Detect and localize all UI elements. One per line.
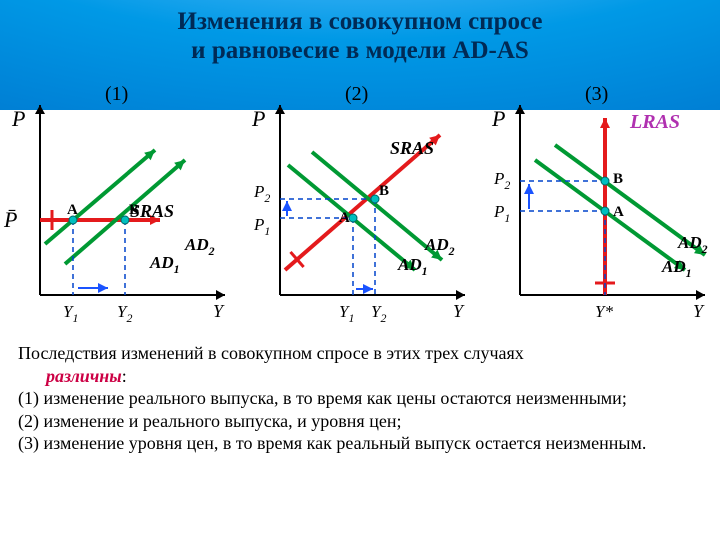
body-item-1: (1) изменение реального выпуска, в то вр… bbox=[18, 387, 702, 410]
title-line-1: Изменения в совокупном спросе bbox=[0, 8, 720, 37]
svg-text:B: B bbox=[379, 183, 389, 199]
svg-text:P1: P1 bbox=[253, 215, 270, 238]
svg-text:AD1: AD1 bbox=[149, 253, 180, 276]
svg-text:P2: P2 bbox=[253, 182, 270, 205]
svg-text:AD1: AD1 bbox=[661, 257, 692, 280]
svg-text:A: A bbox=[613, 204, 624, 220]
svg-text:Y2: Y2 bbox=[117, 302, 132, 325]
svg-text:Y: Y bbox=[453, 301, 465, 321]
svg-text:B: B bbox=[613, 171, 623, 187]
svg-text:AD1: AD1 bbox=[397, 255, 428, 278]
svg-text:P1: P1 bbox=[493, 202, 510, 225]
svg-text:Y2: Y2 bbox=[371, 302, 386, 325]
body-lead: Последствия изменений в совокупном спрос… bbox=[18, 342, 702, 365]
svg-text:P: P bbox=[251, 106, 265, 131]
svg-text:Y: Y bbox=[213, 301, 225, 321]
svg-text:(1): (1) bbox=[105, 83, 128, 105]
svg-text:(3): (3) bbox=[585, 83, 608, 105]
body-item-3: (3) изменение уровня цен, в то время как… bbox=[18, 432, 702, 455]
svg-text:P2: P2 bbox=[493, 169, 510, 192]
svg-text:A: A bbox=[339, 210, 350, 226]
svg-text:LRAS: LRAS bbox=[629, 111, 680, 133]
highlight-word: различны bbox=[46, 366, 122, 386]
svg-text:(2): (2) bbox=[345, 83, 368, 105]
page-title: Изменения в совокупном спросе и равновес… bbox=[0, 8, 720, 66]
title-line-2: и равновесие в модели AD-AS bbox=[0, 37, 720, 66]
svg-text:AD2: AD2 bbox=[677, 233, 708, 256]
body-item-2: (2) изменение и реального выпуска, и уро… bbox=[18, 410, 702, 433]
svg-text:A: A bbox=[67, 202, 78, 218]
svg-text:Y1: Y1 bbox=[339, 302, 354, 325]
body-text: Последствия изменений в совокупном спрос… bbox=[18, 342, 702, 455]
svg-text:P: P bbox=[491, 106, 505, 131]
svg-text:P: P bbox=[11, 106, 25, 131]
svg-text:Y*: Y* bbox=[595, 302, 613, 321]
svg-text:P̄: P̄ bbox=[3, 207, 17, 232]
svg-text:AD2: AD2 bbox=[184, 235, 215, 258]
svg-text:B: B bbox=[129, 202, 139, 218]
diagrams: (1)PP̄SRASABAD2AD1Y1Y2Y(2)PSRASABP2P1AD2… bbox=[0, 80, 720, 328]
svg-text:Y1: Y1 bbox=[63, 302, 78, 325]
svg-text:SRAS: SRAS bbox=[390, 138, 434, 158]
svg-text:Y: Y bbox=[693, 301, 705, 321]
